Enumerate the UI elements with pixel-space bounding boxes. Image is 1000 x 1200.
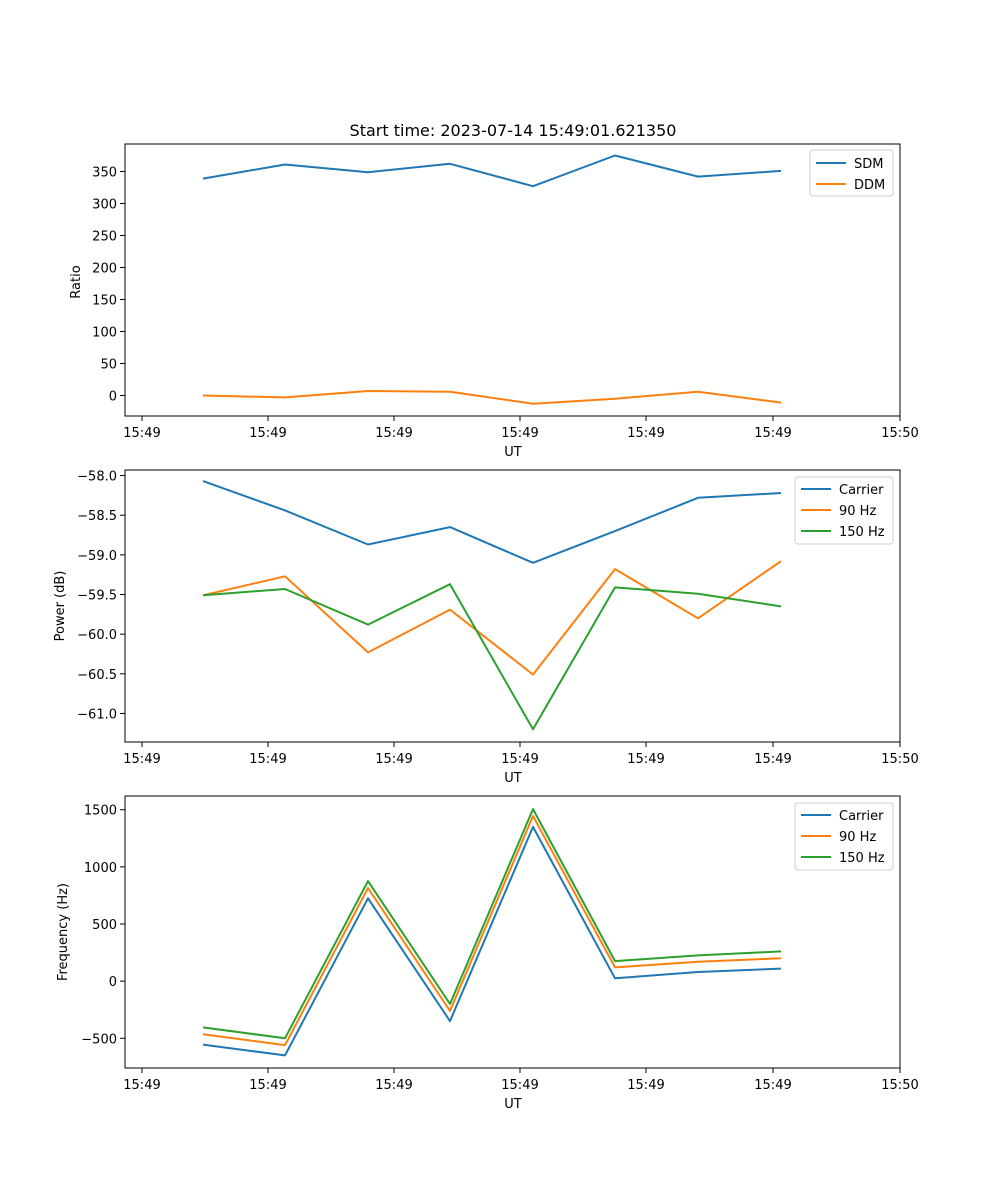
series-line-150-hz bbox=[202, 583, 782, 731]
x-tick-label: 15:49 bbox=[123, 752, 160, 767]
x-tick-label: 15:49 bbox=[627, 752, 664, 767]
y-tick-label: 50 bbox=[100, 358, 117, 373]
x-tick-label: 15:49 bbox=[249, 1078, 286, 1093]
legend-label-sdm: SDM bbox=[854, 157, 883, 172]
y-tick-label: 0 bbox=[109, 975, 117, 990]
legend: SDM DDM bbox=[809, 149, 894, 197]
y-tick-label: 300 bbox=[92, 198, 117, 213]
y-tick-label: 350 bbox=[92, 166, 117, 181]
y-tick-label: 0 bbox=[109, 390, 117, 405]
legend: Carrier 90 Hz 150 Hz bbox=[794, 476, 894, 545]
legend-label-carrier: Carrier bbox=[839, 809, 884, 824]
y-tick-label: −58.5 bbox=[77, 509, 117, 524]
x-tick-label: 15:49 bbox=[123, 1078, 160, 1093]
x-tick-label: 15:49 bbox=[249, 426, 286, 441]
y-tick-label: 100 bbox=[92, 326, 117, 341]
series-line-90-hz bbox=[202, 560, 782, 676]
series-line-carrier bbox=[202, 480, 782, 564]
legend-label-carrier: Carrier bbox=[839, 483, 884, 498]
y-tick-label: −500 bbox=[81, 1032, 117, 1047]
power-panel: UT Power (dB) 15:49 15:49 15:49 15:49 15:49 1… bbox=[53, 469, 919, 786]
y-tick-label: −59.0 bbox=[77, 549, 117, 564]
legend-label-150hz: 150 Hz bbox=[839, 851, 885, 866]
legend-box bbox=[794, 802, 894, 871]
axes-frame bbox=[124, 143, 901, 417]
y-tick-label: 500 bbox=[92, 918, 117, 933]
y-tick-label: −60.5 bbox=[77, 668, 117, 683]
y-tick-label: 1000 bbox=[84, 861, 117, 876]
x-tick-label: 15:49 bbox=[249, 752, 286, 767]
legend: Carrier 90 Hz 150 Hz bbox=[794, 802, 894, 871]
legend-label-150hz: 150 Hz bbox=[839, 525, 885, 540]
y-tick-label: −59.5 bbox=[77, 589, 117, 604]
x-axis-label: UT bbox=[504, 1097, 522, 1112]
y-tick-label: 200 bbox=[92, 262, 117, 277]
chart-title: Start time: 2023-07-14 15:49:01.621350 bbox=[350, 121, 677, 140]
x-tick-label: 15:49 bbox=[501, 426, 538, 441]
power-plot-area: 15:49 15:49 15:49 15:49 15:49 15:49 15:50 −61.0… bbox=[77, 469, 919, 767]
x-tick-label: 15:49 bbox=[627, 1078, 664, 1093]
ratio-plot-area: 15:49 15:49 15:49 15:49 15:49 15:49 15:50 0 50 10… bbox=[92, 143, 919, 441]
y-tick-label: 150 bbox=[92, 294, 117, 309]
y-axis-label: Ratio bbox=[69, 265, 84, 298]
x-tick-label: 15:49 bbox=[375, 426, 412, 441]
y-tick-label: −60.0 bbox=[77, 628, 117, 643]
x-tick-label: 15:49 bbox=[375, 752, 412, 767]
y-axis-label: Frequency (Hz) bbox=[56, 883, 71, 981]
y-tick-label: −61.0 bbox=[77, 707, 117, 722]
x-tick-label: 15:49 bbox=[501, 752, 538, 767]
axes-frame bbox=[124, 469, 901, 743]
x-tick-label: 15:49 bbox=[627, 426, 664, 441]
frequency-plot-area: 15:49 15:49 15:49 15:49 15:49 15:49 15:50 −500 0… bbox=[81, 795, 919, 1093]
legend-label-ddm: DDM bbox=[854, 178, 885, 193]
x-tick-label: 15:49 bbox=[754, 1078, 791, 1093]
series-line-ddm bbox=[202, 390, 782, 405]
y-tick-label: −58.0 bbox=[77, 470, 117, 485]
y-axis-label: Power (dB) bbox=[53, 571, 68, 642]
x-tick-label: 15:49 bbox=[123, 426, 160, 441]
x-tick-label: 15:49 bbox=[754, 752, 791, 767]
x-axis-label: UT bbox=[504, 771, 522, 786]
series-line-150-hz bbox=[202, 808, 782, 1040]
series-line-sdm bbox=[202, 154, 782, 188]
y-tick-label: 250 bbox=[92, 230, 117, 245]
legend-label-90hz: 90 Hz bbox=[839, 830, 876, 845]
x-tick-label: 15:49 bbox=[375, 1078, 412, 1093]
legend-label-90hz: 90 Hz bbox=[839, 504, 876, 519]
x-axis-label: UT bbox=[504, 445, 522, 460]
x-tick-label: 15:50 bbox=[881, 752, 918, 767]
x-tick-label: 15:49 bbox=[501, 1078, 538, 1093]
series-line-90-hz bbox=[202, 815, 782, 1047]
legend-box bbox=[794, 476, 894, 545]
y-tick-label: 1500 bbox=[84, 804, 117, 819]
series-line-carrier bbox=[202, 825, 782, 1057]
frequency-panel: UT Frequency (Hz) 15:49 15:49 15:49 15:49 15… bbox=[56, 795, 919, 1112]
x-tick-label: 15:50 bbox=[881, 426, 918, 441]
ratio-panel: Start time: 2023-07-14 15:49:01.621350 U… bbox=[69, 121, 919, 460]
x-tick-label: 15:49 bbox=[754, 426, 791, 441]
x-tick-label: 15:50 bbox=[881, 1078, 918, 1093]
axes-frame bbox=[124, 795, 901, 1069]
